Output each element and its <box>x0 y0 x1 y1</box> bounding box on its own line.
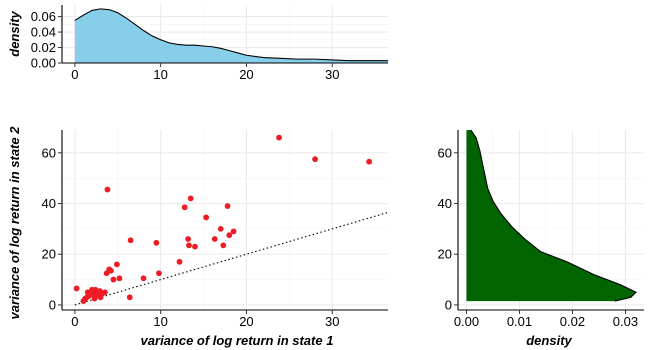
scatter-point <box>140 275 147 282</box>
scatter-point <box>192 243 198 250</box>
top-density-y-tick-label: 0.00 <box>31 56 56 71</box>
scatter-point <box>187 195 194 202</box>
top-density-x-tick-label: 20 <box>239 67 253 82</box>
scatter-point <box>276 134 282 141</box>
top-density-area <box>74 8 389 64</box>
scatter-y-tick-label: 60 <box>42 145 56 160</box>
right-density-x-axis-title: density <box>526 333 572 348</box>
top-density-x-tick-label: 10 <box>153 67 167 82</box>
top-density-x-tick-label: 0 <box>71 67 78 82</box>
scatter-point <box>153 239 160 246</box>
right-density-x-tick-label: 0.01 <box>507 314 532 329</box>
scatter-point <box>73 285 80 292</box>
scatter-point <box>230 228 237 235</box>
scatter-point <box>156 270 162 277</box>
scatter-x-tick-label: 30 <box>325 314 339 329</box>
scatter-point <box>181 204 188 211</box>
right-density-y-tick-label: 40 <box>438 196 452 211</box>
scatter-point <box>185 236 192 242</box>
scatter-point <box>116 275 123 282</box>
top-density-y-axis-title: density <box>7 10 22 56</box>
scatter-point <box>217 225 224 232</box>
right-density-x-tick-label: 0.00 <box>454 314 479 329</box>
scatter-y-axis-title: variance of log return in state 2 <box>7 126 22 320</box>
scatter-x-axis-title: variance of log return in state 1 <box>141 333 334 348</box>
top-density-curve <box>74 8 388 62</box>
scatter-reference-line <box>74 211 389 306</box>
scatter-point <box>211 236 218 242</box>
scatter-point <box>108 267 114 274</box>
scatter-point <box>312 156 318 163</box>
scatter-point <box>127 237 134 244</box>
right-density-y-tick-label: 60 <box>438 145 452 160</box>
right-density-curve <box>470 129 638 302</box>
scatter-point <box>224 203 231 209</box>
scatter-point <box>203 214 210 221</box>
scatter-point <box>366 158 373 165</box>
top-density-y-tick-label: 0.04 <box>31 25 56 40</box>
scatter-y-tick-label: 20 <box>42 247 56 262</box>
top-density-y-tick-label: 0.06 <box>31 9 56 24</box>
scatter-point <box>186 242 192 249</box>
scatter-point <box>226 232 233 239</box>
scatter-x-tick-label: 0 <box>71 314 78 329</box>
right-density-x-tick-label: 0.03 <box>613 314 638 329</box>
top-density-y-tick-label: 0.02 <box>31 40 56 55</box>
scatter-point <box>126 294 133 301</box>
scatter-point <box>110 276 117 283</box>
scatter-point <box>101 289 108 296</box>
right-density-y-tick-label: 20 <box>438 247 452 262</box>
scatter-point <box>114 261 120 268</box>
scatter-point <box>104 186 111 193</box>
scatter-point <box>176 258 183 265</box>
scatter-x-tick-label: 20 <box>239 314 253 329</box>
right-density-area <box>466 130 637 302</box>
scatter-y-tick-label: 0 <box>49 297 56 312</box>
right-density-x-tick-label: 0.02 <box>560 314 585 329</box>
scatter-x-tick-label: 10 <box>153 314 167 329</box>
right-density-y-tick-label: 0 <box>445 297 452 312</box>
scatter-point <box>220 242 227 249</box>
scatter-y-tick-label: 40 <box>42 196 56 211</box>
top-density-x-tick-label: 30 <box>325 67 339 82</box>
